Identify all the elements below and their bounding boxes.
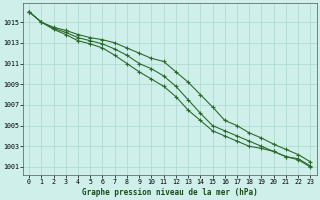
X-axis label: Graphe pression niveau de la mer (hPa): Graphe pression niveau de la mer (hPa): [82, 188, 258, 197]
